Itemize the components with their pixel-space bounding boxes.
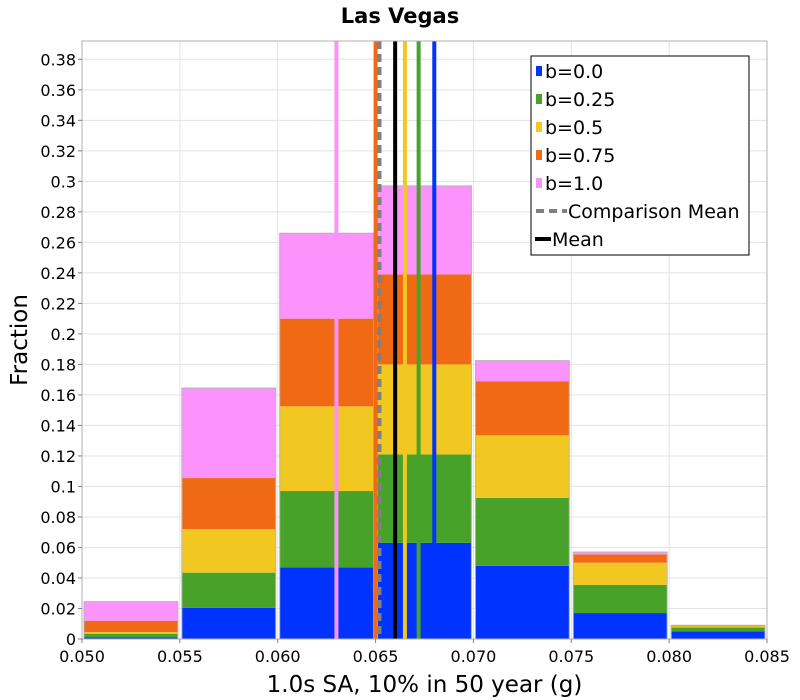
x-tick-label: 0.075 — [548, 647, 594, 666]
legend-swatch — [536, 66, 542, 76]
x-tick-label: 0.060 — [255, 647, 301, 666]
bar-segment — [475, 360, 570, 382]
bar-segment — [475, 497, 570, 566]
legend-label: b=0.0 — [545, 61, 603, 83]
y-tick-label: 0 — [66, 630, 76, 649]
chart-title: Las Vegas — [341, 4, 459, 28]
bar-segment — [84, 633, 178, 638]
legend-swatch — [536, 178, 542, 188]
bar-segment — [377, 185, 472, 275]
y-tick-label: 0.08 — [40, 508, 76, 527]
y-tick-label: 0.06 — [40, 538, 76, 557]
bar-segment — [279, 491, 374, 568]
y-tick-label: 0.16 — [40, 386, 76, 405]
x-axis-label: 1.0s SA, 10% in 50 year (g) — [267, 672, 583, 698]
bar-segment — [279, 567, 374, 639]
y-tick-label: 0.18 — [40, 355, 76, 374]
y-tick-label: 0.12 — [40, 447, 76, 466]
bar-segment — [181, 607, 276, 639]
mean-lines — [334, 41, 437, 639]
y-tick-label: 0.38 — [40, 50, 76, 69]
x-tick-label: 0.055 — [157, 647, 203, 666]
bar-segment — [279, 318, 374, 407]
bar-segment — [279, 406, 374, 492]
legend-swatch — [536, 94, 542, 104]
y-tick-label: 0.14 — [40, 416, 76, 435]
legend-box — [530, 55, 750, 256]
bar-segment — [671, 626, 765, 628]
bar-segment — [279, 233, 374, 319]
y-tick-label: 0.28 — [40, 203, 76, 222]
legend-label: Comparison Mean — [568, 201, 740, 223]
y-tick-label: 0.22 — [40, 294, 76, 313]
y-tick-label: 0.02 — [40, 599, 76, 618]
x-tick-label: 0.085 — [744, 647, 790, 666]
bar-segment — [475, 435, 570, 498]
y-axis-ticks: 0 0.02 0.04 0.06 0.08 0.1 0.12 0.14 0.16 0.18 0.2 0… — [40, 50, 82, 649]
bar-segment — [573, 613, 668, 639]
x-axis-ticks: 0.050 0.055 0.060 0.065 0.070 0.075 0.080 0.085 — [59, 639, 790, 666]
legend-label: Mean — [552, 229, 604, 251]
bar-segment — [573, 562, 668, 585]
plot-frame — [81, 40, 768, 640]
bar-segment — [573, 552, 668, 555]
legend-label: b=0.25 — [545, 89, 615, 111]
x-tick-label: 0.080 — [646, 647, 692, 666]
bar-segment — [573, 554, 668, 563]
bar-segment — [181, 572, 276, 608]
bar-segment — [671, 631, 765, 639]
bar-segment — [84, 601, 178, 621]
y-tick-label: 0.36 — [40, 81, 76, 100]
bar-segment — [84, 632, 178, 634]
bar-segment — [84, 637, 178, 639]
y-tick-label: 0.24 — [40, 264, 76, 283]
bar-segment — [377, 454, 472, 543]
y-axis-label: Fraction — [7, 294, 33, 386]
y-tick-label: 0.32 — [40, 142, 76, 161]
bar-segment — [475, 565, 570, 639]
bar-segment — [181, 529, 276, 573]
bar-segment — [84, 620, 178, 633]
bar-segment — [377, 542, 472, 639]
bar-segment — [671, 627, 765, 632]
legend-label: b=0.5 — [545, 117, 603, 139]
bar-segment — [181, 388, 276, 479]
legend-swatch — [536, 150, 542, 160]
x-tick-label: 0.050 — [59, 647, 105, 666]
bar-segment — [377, 274, 472, 365]
y-tick-label: 0.2 — [51, 325, 76, 344]
y-tick-label: 0.04 — [40, 569, 76, 588]
bar-segment — [475, 381, 570, 436]
x-tick-label: 0.070 — [451, 647, 497, 666]
legend-swatch — [536, 122, 542, 132]
x-tick-label: 0.065 — [353, 647, 399, 666]
y-tick-label: 0.1 — [51, 477, 76, 496]
legend-label: b=0.75 — [545, 145, 615, 167]
y-tick-label: 0.26 — [40, 233, 76, 252]
legend-label: b=1.0 — [545, 173, 603, 195]
bar-segment — [377, 364, 472, 455]
legend: b=0.0 b=0.25 b=0.5 b=0.75 b=1.0 Comparison Me… — [530, 55, 750, 256]
y-tick-label: 0.3 — [51, 172, 76, 191]
bar-segment — [181, 478, 276, 530]
y-tick-label: 0.34 — [40, 111, 76, 130]
bar-segment — [573, 584, 668, 614]
